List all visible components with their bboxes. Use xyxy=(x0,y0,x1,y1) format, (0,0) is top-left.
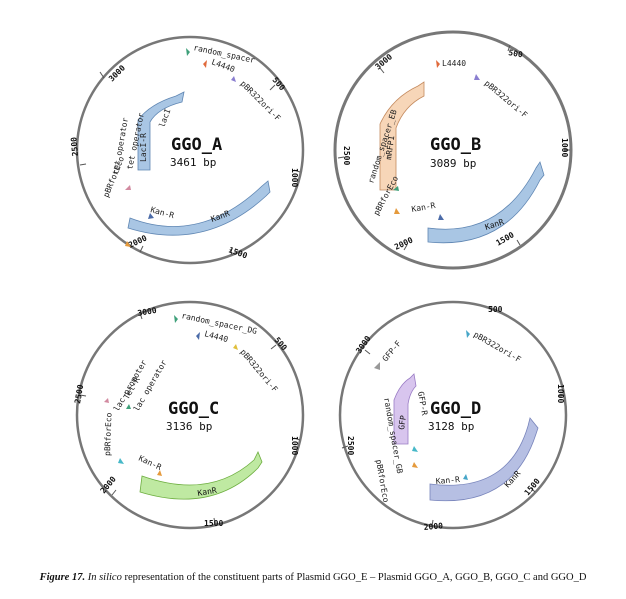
primer-marker xyxy=(393,186,399,191)
primer-marker xyxy=(186,48,190,56)
feature-label: GFP xyxy=(397,415,408,431)
feature-label: Kan-R xyxy=(411,201,436,214)
feature-label: Kan-R xyxy=(435,475,460,486)
feature-label: mRFP1 xyxy=(384,135,396,160)
plasmid-title: GGO_D xyxy=(430,399,481,419)
tick-label: 2500 xyxy=(69,136,80,156)
feature-label: KanR xyxy=(197,486,218,498)
plasmid-map-ggo-d: 3000 500 1000 1500 2000 2500 GFP-F pBR32… xyxy=(338,300,568,532)
primer-marker xyxy=(394,208,400,214)
plasmid-title: GGO_C xyxy=(168,399,219,419)
tick-label: 1000 xyxy=(290,436,299,455)
plasmid-size: 3128 bp xyxy=(428,420,474,433)
feature-label: pBR322ori-F xyxy=(238,348,279,395)
feature-label: pBR322ori-F xyxy=(472,330,523,364)
feature-label: pBR322ori-F xyxy=(483,79,530,120)
plasmid-size: 3136 bp xyxy=(166,420,212,433)
primer-marker xyxy=(174,315,178,323)
caption-text: representation of the constituent parts … xyxy=(121,572,587,583)
feature-label: L4440 xyxy=(203,329,229,344)
kanr-feature xyxy=(427,161,545,244)
tick-label: 2000 xyxy=(127,233,148,249)
plasmid-size: 3089 bp xyxy=(430,157,476,170)
laci-feature xyxy=(137,91,185,171)
primer-marker xyxy=(126,404,131,409)
tick-label: 2000 xyxy=(423,521,443,532)
primer-marker xyxy=(196,332,200,340)
tick-label: 1500 xyxy=(495,230,516,248)
primer-marker xyxy=(157,470,162,476)
primer-marker xyxy=(148,213,154,219)
tick-label: 1000 xyxy=(560,138,569,157)
figure-number: Figure 17. xyxy=(39,572,86,583)
primer-marker xyxy=(233,344,238,350)
tick-label: 2000 xyxy=(393,235,414,251)
kanr-feature xyxy=(429,417,539,502)
plasmid-map-ggo-c: 3000 500 1000 1500 2000 2500 random_spac… xyxy=(73,300,305,530)
primer-marker xyxy=(463,474,468,480)
plasmid-map-ggo-b: 3000 500 1000 1500 2000 2500 L4440 pBR32… xyxy=(333,30,573,270)
tick-label: 500 xyxy=(508,48,524,59)
tick-label: 1000 xyxy=(556,384,565,403)
tick-label: 3000 xyxy=(137,306,158,318)
caption-italic: In silico xyxy=(87,572,122,583)
primer-marker xyxy=(125,185,131,190)
primer-marker xyxy=(438,214,444,220)
plasmid-title: GGO_B xyxy=(430,135,481,155)
gfp-feature xyxy=(393,373,417,445)
primer-marker xyxy=(118,458,124,464)
backbone-ring xyxy=(338,300,568,530)
backbone-ring xyxy=(75,300,305,530)
tick-label: 500 xyxy=(272,336,288,353)
figure-caption: Figure 17. In silico representation of t… xyxy=(0,572,626,583)
primer-marker xyxy=(231,76,236,82)
primer-marker xyxy=(412,462,418,468)
feature-label: L4440 xyxy=(442,59,466,68)
backbone-ring xyxy=(333,30,573,270)
kanr-feature xyxy=(127,180,271,236)
plasmid-size: 3461 bp xyxy=(170,156,216,169)
tick-label: 1000 xyxy=(290,168,299,187)
tick-label: 3000 xyxy=(374,52,395,71)
plasmid-title: GGO_A xyxy=(171,135,222,155)
feature-label: pBRforEco xyxy=(103,412,114,456)
feature-label: LacI-R xyxy=(139,133,148,162)
tick-label: 2500 xyxy=(346,436,355,455)
tick-label: 2500 xyxy=(73,384,85,405)
feature-label: GFP-F xyxy=(381,339,403,363)
kanr-feature xyxy=(139,451,263,500)
tick-label: 1500 xyxy=(204,519,223,528)
feature-label: GFP-R xyxy=(416,391,429,416)
backbone-ring xyxy=(75,35,305,265)
tick-label: 500 xyxy=(488,305,503,314)
plasmid-map-ggo-a: 3000 500 1000 1500 2000 2500 random_spac… xyxy=(69,35,305,265)
mrfp1-feature xyxy=(379,81,425,191)
feature-label: Kan-R xyxy=(137,454,163,472)
tick-label: 2500 xyxy=(342,146,351,165)
primer-marker xyxy=(104,398,109,403)
primer-marker xyxy=(374,362,380,370)
primer-marker xyxy=(412,446,418,452)
primer-marker xyxy=(474,74,480,80)
primer-marker xyxy=(436,60,440,68)
primer-marker xyxy=(125,241,131,247)
tick-label: 3000 xyxy=(107,63,127,83)
primer-marker xyxy=(466,330,470,338)
primer-marker xyxy=(203,60,207,68)
